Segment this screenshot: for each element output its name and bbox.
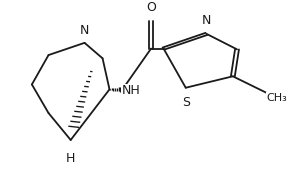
- Text: N: N: [202, 14, 211, 27]
- Text: O: O: [146, 1, 156, 14]
- Text: NH: NH: [122, 84, 141, 97]
- Text: H: H: [66, 152, 75, 165]
- Text: N: N: [80, 24, 89, 37]
- Text: S: S: [182, 96, 190, 109]
- Text: CH₃: CH₃: [266, 93, 287, 103]
